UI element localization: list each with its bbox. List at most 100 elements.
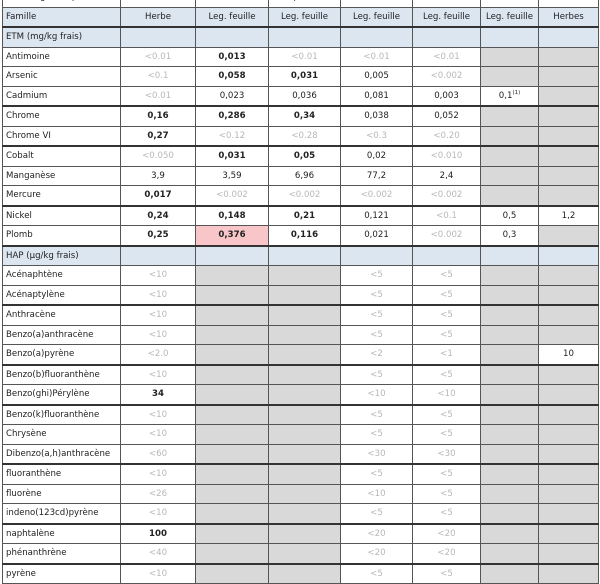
table-row: Benzo(b)fluoranthène <10 <5 <5 [2,363,599,385]
value-cell: 2,4 [412,165,481,186]
value-cell: <0.002 [412,185,481,206]
row-label: naphtalène [2,522,121,544]
cell-value: <5 [440,329,453,340]
shaded-cell [538,324,599,345]
cell-value: 0,3 [502,230,517,241]
value-cell: 0,27 [120,125,196,147]
row-label: Cobalt [2,145,121,167]
shaded-cell [538,46,599,67]
row-label: Benzo(ghi)Pérylène [2,384,121,405]
value-cell: <10 [120,503,196,524]
shaded-cell [268,562,341,584]
cell-value: 0,017 [144,190,172,201]
cell-value: <0.20 [433,130,460,141]
cell-value: <5 [370,508,383,519]
value-cell: <60 [120,443,196,465]
shaded-cell [268,443,341,465]
row-label: Benzo(k)fluoranthène [2,403,121,425]
cell-value: 0,16 [147,111,169,122]
cell-value: 0,058 [218,71,246,82]
cell-value: 0,031 [290,71,319,82]
row-label: pyrène [2,562,121,584]
shaded-cell [538,363,599,385]
shaded-cell [480,165,539,186]
value-cell: <5 [412,483,481,504]
column-header [480,0,539,8]
value-cell: <10 [412,384,481,405]
row-header: Fruits/légumes prélevés [2,0,121,8]
table-row: Benzo(a)pyrène <2.0 <2 <1 10 [2,344,599,365]
cell-value: 0,005 [364,71,389,82]
table-row: Mercure 0,017 <0.002 <0.002 <0.002 <0.002 [2,185,599,206]
cell-value: <0.002 [288,190,321,201]
shaded-cell [538,403,599,425]
cell-value: <10 [148,469,168,480]
value-cell: 0,081 [340,85,413,107]
cell-value: 0,02 [366,151,387,162]
shaded-cell [195,363,269,385]
table-row: Cadmium <0.01 0,023 0,036 0,081 0,003 0,1(1) [2,85,599,107]
shaded-cell [538,125,599,147]
table-row: Benzo(a)anthracène <10 <5 <5 [2,324,599,345]
value-cell: <5 [340,304,413,326]
shaded-cell [538,85,599,107]
cell-value: <10 [148,508,168,519]
cell-value: <0.3 [366,130,387,141]
value-cell: <10 [340,384,413,405]
row-label: Benzo(a)pyrène [2,344,121,365]
value-cell: <10 [340,483,413,504]
cell-value: <5 [370,289,383,300]
cell-value: 1,2 [561,210,576,221]
shaded-cell [538,463,599,485]
table-row: Dibenzo(a,h)anthracène <60 <30 <30 [2,443,599,465]
empty-cell [538,244,599,266]
cell-value: 34 [152,389,164,400]
shaded-cell [195,284,269,306]
cell-value: <1 [440,349,453,360]
table-row: pyrène <10 <5 <5 [2,562,599,584]
value-cell: <0.01 [120,85,196,107]
value-cell: 0,16 [120,105,196,127]
shaded-cell [538,522,599,544]
shaded-cell [480,363,539,385]
cell-value: <20 [437,528,456,539]
shaded-cell [480,403,539,425]
value-cell: <20 [340,522,413,544]
value-cell: <0.28 [268,125,341,147]
cell-value: 0,34 [293,111,316,122]
value-cell: 0,003 [412,85,481,107]
shaded-cell [480,543,539,564]
row-label: Benzo(a)anthracène [2,324,121,345]
value-cell: <0.01 [268,46,341,67]
shaded-cell [268,522,341,544]
table-row: fluoranthène <10 <5 <5 [2,463,599,485]
value-cell: <0.002 [340,185,413,206]
row-label: indeno(123cd)pyrène [2,503,121,524]
row-label: Benzo(b)fluoranthène [2,363,121,385]
table-row: Benzo(k)fluoranthène <10 <5 <5 [2,403,599,425]
value-cell: <5 [340,503,413,524]
cell-value: <5 [370,469,383,480]
cell-value: <10 [148,310,168,321]
cell-value: <40 [148,548,168,559]
table-row: Acénaphtène <10 <5 <5 [2,265,599,286]
shaded-cell [195,424,269,445]
cell-value: 77,2 [366,170,387,181]
cell-value: <0.01 [144,51,172,62]
value-cell: 0,376 [195,225,269,246]
shaded-cell [195,522,269,544]
cell-value: 0,24 [147,210,169,221]
value-cell: 0,017 [120,185,196,206]
cell-value: <5 [440,429,453,440]
column-header: Blettes [340,0,413,8]
row-label: Acénaphtène [2,265,121,286]
value-cell: <5 [412,562,481,584]
value-cell: <5 [340,265,413,286]
value-cell: <30 [340,443,413,465]
value-cell: <5 [340,403,413,425]
cell-value: 6,96 [294,170,315,181]
row-label: fluorène [2,483,121,504]
value-cell: <10 [120,562,196,584]
shaded-cell [538,105,599,127]
shaded-cell [480,265,539,286]
